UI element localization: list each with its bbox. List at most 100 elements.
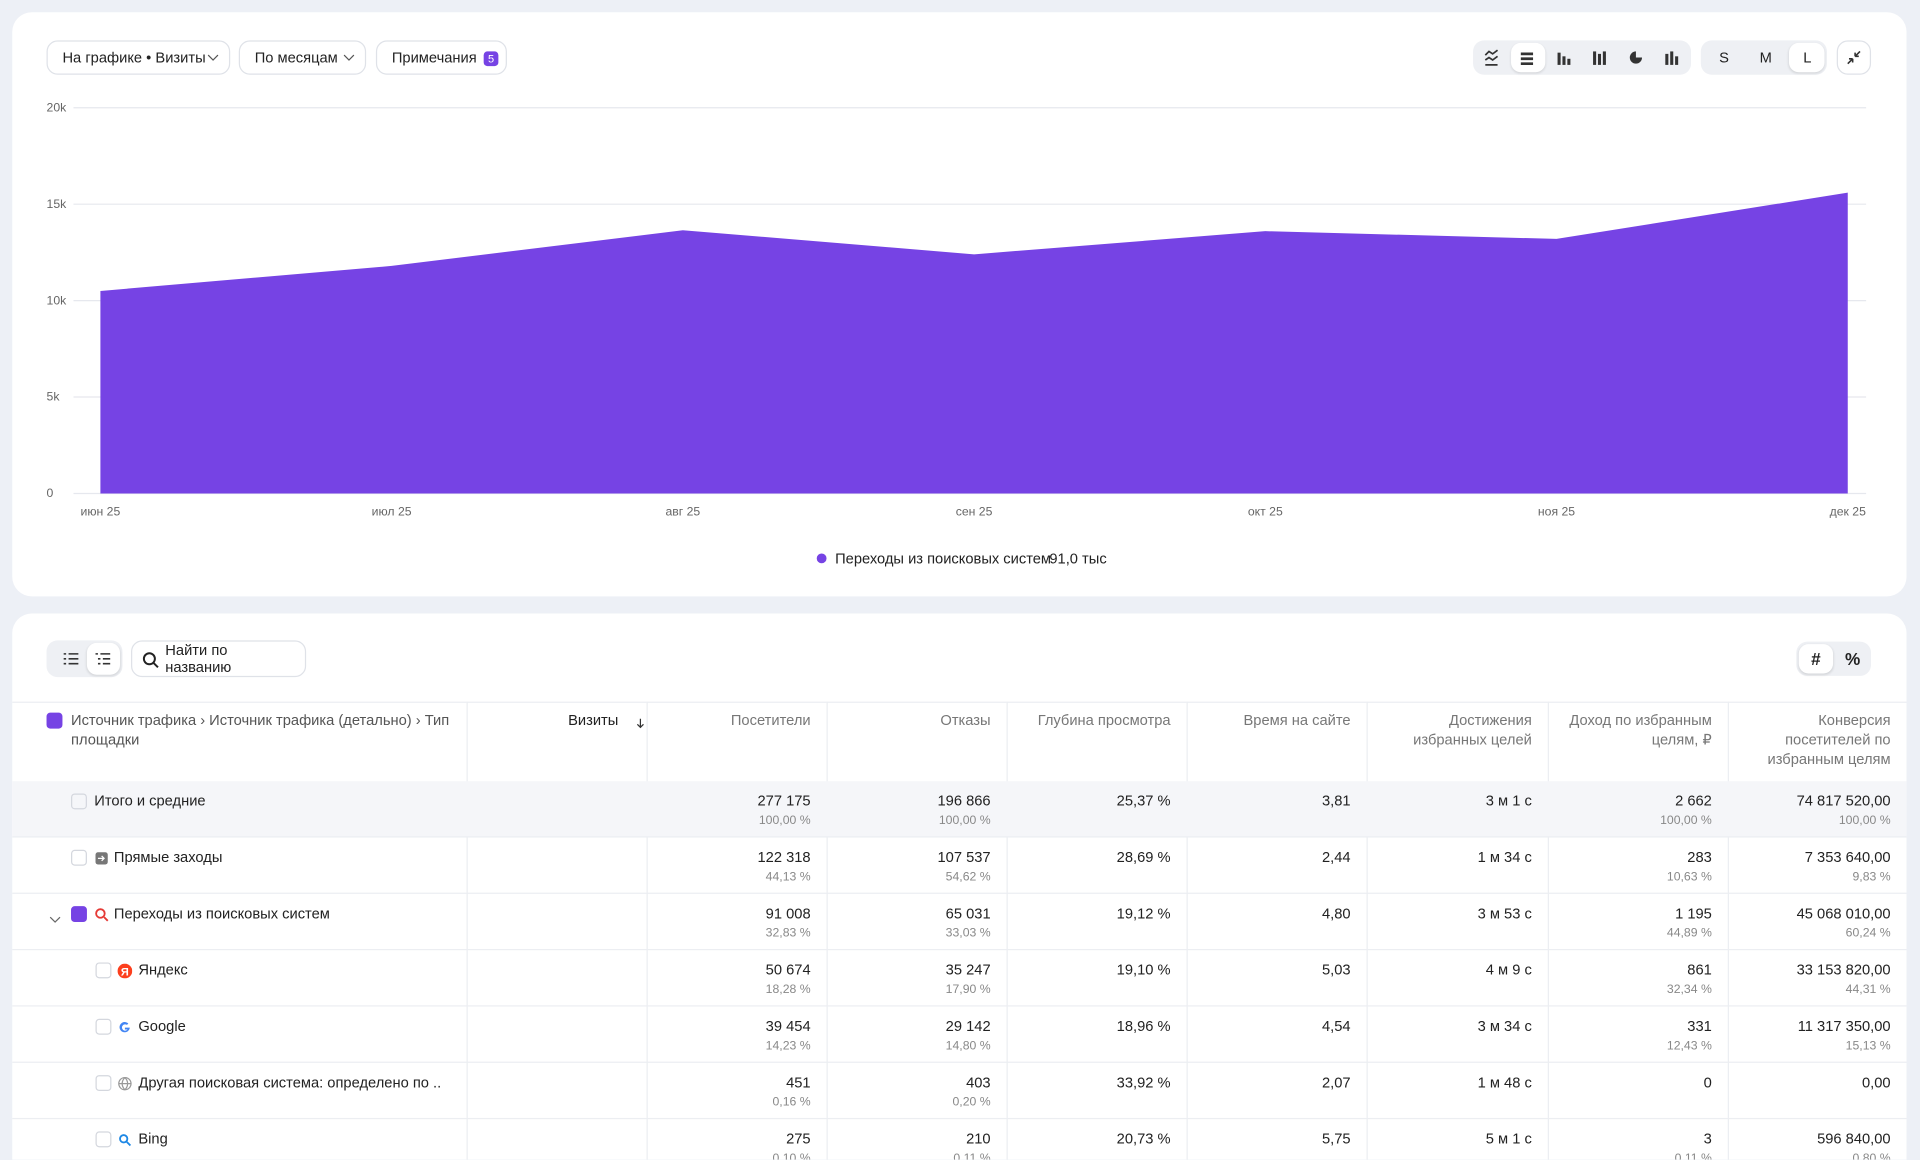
cell-value: 2 662 — [1675, 792, 1712, 810]
period-select[interactable]: По месяцам — [238, 40, 367, 75]
size-option[interactable]: L — [1803, 48, 1812, 67]
metric-label: На графике • Визиты — [62, 48, 206, 67]
column-divider — [1727, 701, 1729, 1160]
table-cell: 65 031 33,03 % — [842, 905, 991, 941]
table-cell: 275 0,10 % — [662, 1130, 810, 1159]
cell-value: 331 — [1687, 1017, 1712, 1035]
cell-share: 100,00 % — [1660, 814, 1712, 828]
row-name: Другая поисковая система: определено по … — [138, 1073, 441, 1092]
cell-value: 5,03 — [1322, 961, 1351, 979]
table-row[interactable] — [12, 1063, 1907, 1120]
table-cell: 4,54 — [1202, 1018, 1351, 1035]
cell-value: 4 м 9 с — [1485, 961, 1532, 979]
cell-value: 4,80 — [1322, 904, 1351, 923]
number-mode[interactable]: % — [1845, 648, 1861, 669]
row-name: Google — [138, 1017, 186, 1035]
size-option[interactable]: S — [1719, 48, 1729, 67]
chart: 0 5k 10k 15k 20k июн 25 июл 25 авг 25 сен 25 окт … — [47, 100, 1867, 567]
table-cell: 11 317 350,00 15,13 % — [1744, 1018, 1891, 1054]
column-header[interactable]: Посетители — [730, 711, 811, 729]
table-cell: 4 м 9 с — [1382, 961, 1532, 979]
x-tick-label: июл 25 — [372, 505, 412, 519]
cell-value: 1 м 48 с — [1477, 1073, 1532, 1092]
header-checkbox — [46, 712, 63, 729]
collapse-button[interactable] — [1836, 40, 1872, 75]
y-tick-label: 0 — [47, 486, 54, 500]
row-checkbox — [71, 906, 87, 923]
x-tick-label: авг 25 — [665, 505, 700, 519]
cell-value: 33 153 820,00 — [1796, 961, 1891, 979]
header-line — [12, 701, 1907, 703]
table-row[interactable] — [12, 781, 1907, 838]
cell-value: 2,44 — [1322, 848, 1351, 866]
cell-share: 17,90 % — [945, 983, 991, 997]
row-name: Переходы из поисковых систем — [113, 904, 330, 923]
row-name: Итого и средние — [94, 792, 206, 810]
cell-value: 19,10 % — [1116, 961, 1171, 979]
column-header[interactable]: Достижения избранных целей — [1413, 711, 1532, 749]
cell-value: 283 — [1687, 848, 1712, 866]
row-checkbox — [95, 1131, 112, 1148]
table-row[interactable] — [12, 838, 1907, 894]
search-input[interactable]: Найти по названию — [131, 640, 307, 678]
notes-button[interactable]: Примечания 5 — [375, 40, 507, 75]
x-tick-label: дек 25 — [1830, 505, 1866, 519]
cell-value: 196 866 — [937, 792, 991, 810]
column-header[interactable]: Конверсия посетителей по избранным целям — [1767, 711, 1891, 768]
period-label: По месяцам — [254, 48, 338, 67]
table-cell: 3,81 — [1202, 792, 1351, 810]
column-divider — [466, 701, 468, 1160]
metric-select[interactable]: На графике • Визиты — [46, 40, 231, 75]
selected-size — [1788, 42, 1825, 73]
header-label: Источник трафика › Источник трафика (дет… — [71, 711, 450, 749]
cell-value: 0 — [1703, 1073, 1712, 1092]
number-mode[interactable]: # — [1811, 648, 1821, 669]
cell-value: 122 318 — [757, 848, 811, 866]
cell-value: 33,92 % — [1116, 1073, 1171, 1092]
cell-value: 3,81 — [1322, 792, 1351, 810]
table-cell: 19,12 % — [1022, 905, 1171, 922]
row-checkbox — [71, 793, 87, 810]
table-cell: 25,37 % — [1022, 792, 1171, 809]
cell-share: 44,31 % — [1845, 983, 1891, 997]
table-row[interactable] — [12, 1007, 1907, 1063]
table-cell: 0 — [1564, 1074, 1712, 1091]
x-tick-label: ноя 25 — [1538, 505, 1575, 519]
chart-type-icons[interactable] — [1473, 40, 1691, 74]
cell-value: 861 — [1687, 961, 1712, 979]
search-placeholder: Найти по названию — [165, 641, 232, 676]
area — [100, 192, 1848, 494]
table-cell: 107 537 54,62 % — [842, 849, 990, 885]
table-cell: 1 м 34 с — [1382, 849, 1532, 866]
table-cell: 451 0,16 % — [662, 1074, 810, 1110]
cell-share: 0,11 % — [1674, 1152, 1712, 1160]
column-header[interactable]: Глубина просмотра — [1037, 711, 1171, 729]
number-toggle — [1796, 641, 1872, 676]
column-header[interactable]: Время на сайте — [1243, 711, 1351, 729]
cell-share: 0,11 % — [953, 1152, 991, 1160]
cell-value: 91 008 — [765, 904, 811, 923]
column-header[interactable]: Доход по избранным целям, ₽ — [1569, 711, 1712, 749]
table-row[interactable] — [12, 950, 1907, 1007]
column-header[interactable]: Визиты — [568, 711, 619, 729]
cell-value: 596 840,00 — [1817, 1130, 1891, 1148]
size-option[interactable]: M — [1759, 48, 1772, 67]
table-cell: 2,44 — [1202, 848, 1351, 866]
cell-share: 32,34 % — [1666, 983, 1712, 997]
cell-value: 451 — [786, 1073, 811, 1092]
cell-value: 35 247 — [945, 961, 991, 979]
cell-share: 32,83 % — [765, 926, 811, 941]
cell-share: 60,24 % — [1845, 926, 1891, 941]
table-cell: 33,92 % — [1022, 1073, 1171, 1092]
cell-value: 18,96 % — [1116, 1017, 1171, 1035]
table-cell: 403 0,20 % — [842, 1074, 990, 1110]
column-header[interactable]: Отказы — [940, 711, 991, 729]
table-row[interactable] — [12, 894, 1907, 951]
cell-share: 14,23 % — [765, 1039, 811, 1054]
view-icons[interactable] — [47, 640, 123, 677]
y-tick-label: 20k — [47, 100, 68, 114]
table-cell: 1 195 44,89 % — [1564, 905, 1712, 941]
cell-value: 20,73 % — [1116, 1130, 1171, 1148]
